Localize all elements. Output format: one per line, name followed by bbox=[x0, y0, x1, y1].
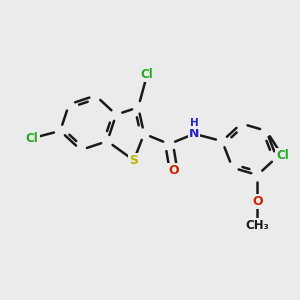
Text: O: O bbox=[252, 195, 263, 208]
Text: S: S bbox=[129, 154, 138, 167]
Text: H: H bbox=[190, 118, 199, 128]
Text: N: N bbox=[189, 127, 200, 140]
Text: Cl: Cl bbox=[26, 132, 39, 145]
Text: Cl: Cl bbox=[276, 149, 289, 162]
Text: CH₃: CH₃ bbox=[246, 219, 269, 232]
Text: O: O bbox=[168, 164, 179, 177]
Text: Cl: Cl bbox=[141, 68, 153, 81]
